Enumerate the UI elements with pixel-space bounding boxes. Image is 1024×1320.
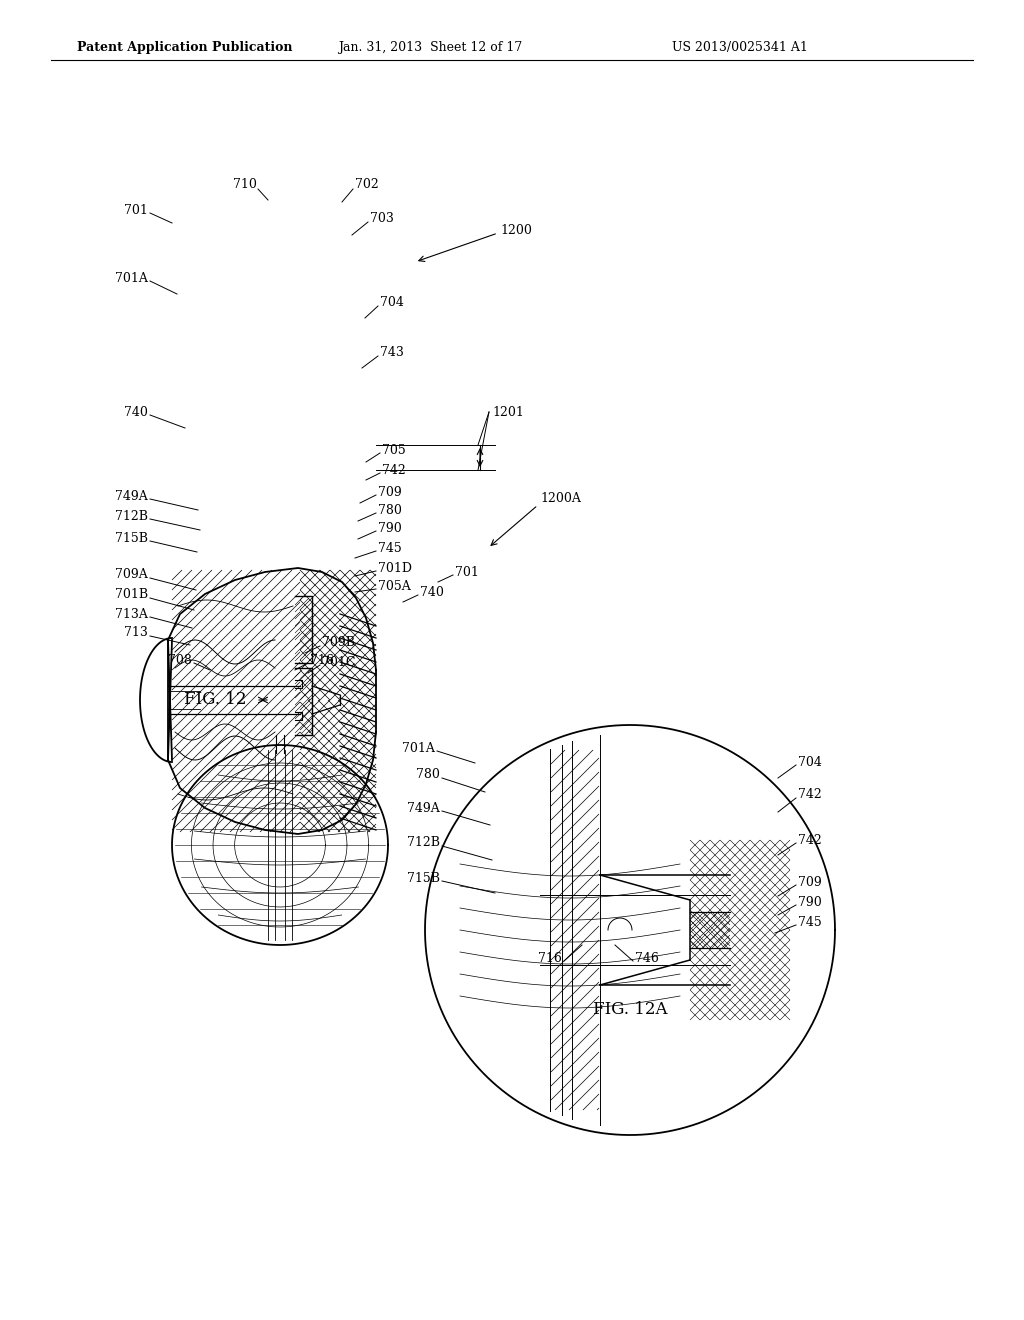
Text: 780: 780 bbox=[416, 768, 440, 781]
Text: 743: 743 bbox=[380, 346, 403, 359]
Text: US 2013/0025341 A1: US 2013/0025341 A1 bbox=[672, 41, 808, 54]
Text: 790: 790 bbox=[798, 895, 821, 908]
Text: 701: 701 bbox=[124, 203, 148, 216]
Text: 708: 708 bbox=[168, 653, 193, 667]
Text: 716: 716 bbox=[310, 653, 334, 667]
Text: 701A: 701A bbox=[115, 272, 148, 285]
Text: 740: 740 bbox=[420, 586, 443, 598]
Text: 712B: 712B bbox=[407, 837, 440, 850]
Text: 703: 703 bbox=[370, 211, 394, 224]
Text: 746: 746 bbox=[635, 952, 658, 965]
Text: 709: 709 bbox=[378, 486, 401, 499]
Text: 749A: 749A bbox=[408, 801, 440, 814]
Text: 705: 705 bbox=[382, 444, 406, 457]
Text: 742: 742 bbox=[798, 788, 821, 801]
Text: 715B: 715B bbox=[115, 532, 148, 544]
Text: 709A: 709A bbox=[116, 569, 148, 582]
Text: 705A: 705A bbox=[378, 579, 411, 593]
Text: 701A: 701A bbox=[402, 742, 435, 755]
Text: FIG. 12: FIG. 12 bbox=[183, 692, 246, 709]
Text: 713A: 713A bbox=[115, 607, 148, 620]
Text: 749A: 749A bbox=[116, 490, 148, 503]
Text: 704: 704 bbox=[798, 755, 822, 768]
Text: 701: 701 bbox=[455, 565, 479, 578]
Text: 701D: 701D bbox=[378, 561, 412, 574]
Text: 780: 780 bbox=[378, 503, 401, 516]
Text: 742: 742 bbox=[798, 833, 821, 846]
Text: 745: 745 bbox=[378, 541, 401, 554]
Text: 745: 745 bbox=[798, 916, 821, 928]
Text: 709: 709 bbox=[798, 875, 821, 888]
Text: 704: 704 bbox=[380, 296, 403, 309]
Text: 790: 790 bbox=[378, 521, 401, 535]
Text: 702: 702 bbox=[355, 178, 379, 191]
Text: Patent Application Publication: Patent Application Publication bbox=[77, 41, 293, 54]
Text: 716: 716 bbox=[539, 952, 562, 965]
Text: 1200: 1200 bbox=[500, 223, 531, 236]
Text: 742: 742 bbox=[382, 463, 406, 477]
Text: FIG. 12A: FIG. 12A bbox=[593, 1002, 668, 1019]
Text: 712B: 712B bbox=[115, 510, 148, 523]
Text: 1201: 1201 bbox=[492, 405, 524, 418]
Text: 713: 713 bbox=[124, 627, 148, 639]
Text: 701C: 701C bbox=[322, 656, 355, 668]
Text: 740: 740 bbox=[124, 405, 148, 418]
Text: 1200A: 1200A bbox=[540, 491, 581, 504]
Text: 701B: 701B bbox=[115, 589, 148, 602]
Text: 709B: 709B bbox=[322, 636, 355, 649]
Text: 715B: 715B bbox=[407, 871, 440, 884]
Text: 710: 710 bbox=[233, 178, 257, 191]
Text: Jan. 31, 2013  Sheet 12 of 17: Jan. 31, 2013 Sheet 12 of 17 bbox=[338, 41, 522, 54]
